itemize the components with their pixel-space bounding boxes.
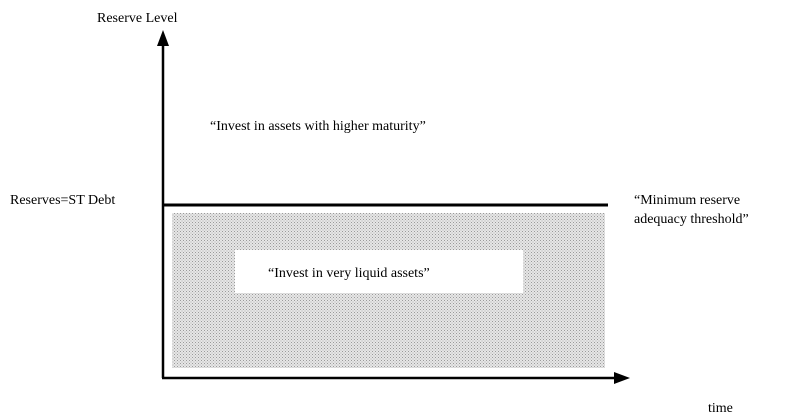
threshold-note: adequacy threshold”	[634, 212, 749, 227]
y-arrow	[157, 30, 169, 46]
upper-region-label: “Invest in assets with higher maturity”	[210, 119, 426, 134]
threshold-label: Reserves=ST Debt	[10, 193, 115, 208]
threshold-note: “Minimum reserve	[634, 193, 740, 208]
lower-region-label: “Invest in very liquid assets”	[268, 266, 430, 281]
y-label: Reserve Level	[97, 11, 178, 26]
x-label: time	[708, 401, 733, 416]
liquid-label-box	[235, 250, 523, 293]
x-arrow	[614, 372, 630, 384]
